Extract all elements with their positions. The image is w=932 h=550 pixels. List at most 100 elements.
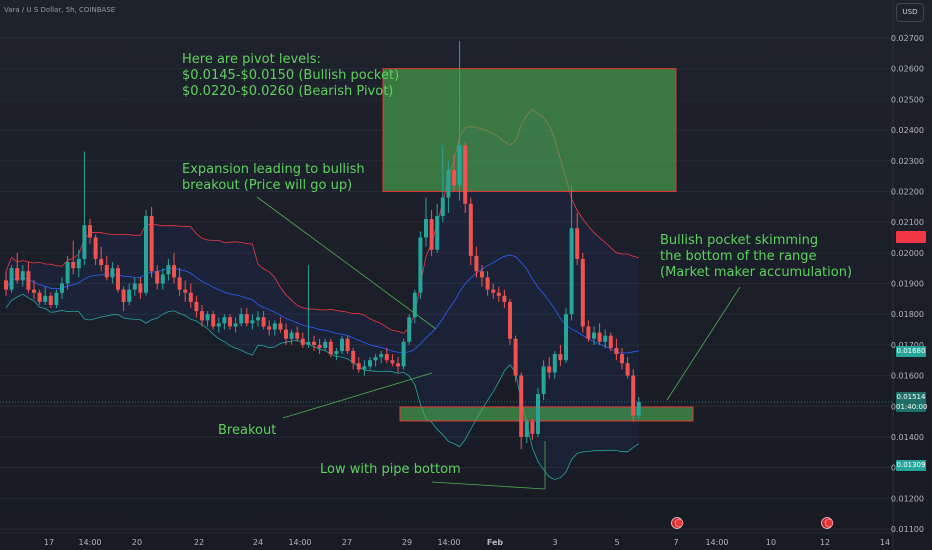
price-tick-label: 0.02100 — [891, 218, 924, 227]
candle-body — [614, 347, 619, 355]
candle-body — [496, 292, 501, 296]
candle-body — [211, 314, 216, 327]
time-tick-label: 12 — [820, 538, 830, 547]
price-tick-label: 0.01100 — [891, 525, 924, 534]
candle-body — [127, 289, 132, 302]
candle-body — [317, 344, 322, 348]
time-tick-label: 27 — [342, 538, 352, 547]
candle-body — [480, 271, 484, 278]
candle-body — [340, 338, 344, 352]
price-tick-label: 0.02500 — [891, 95, 924, 104]
candle-body — [99, 258, 104, 266]
candle-body — [138, 283, 143, 293]
time-tick-label: 20 — [132, 538, 142, 547]
time-tick-label: 17 — [44, 538, 54, 547]
candle-body — [569, 228, 574, 315]
candle-body — [15, 268, 20, 281]
candle-body — [4, 280, 8, 290]
price-tick-label: 0.01700 — [891, 341, 924, 350]
candle-body — [88, 225, 92, 238]
price-tick-label: 0.02300 — [891, 157, 924, 166]
time-tick-label: 14:00 — [78, 538, 101, 547]
candle-body — [508, 301, 512, 339]
candle-body — [440, 197, 445, 216]
candle-body — [166, 265, 171, 275]
candle-body — [272, 323, 277, 330]
candle-body — [519, 375, 524, 437]
candle-body — [76, 258, 81, 269]
candle-body — [244, 314, 249, 324]
candle-body — [580, 258, 585, 327]
candle-body — [446, 169, 451, 198]
candle-body — [306, 341, 311, 345]
candle-body — [20, 271, 25, 281]
candle-body — [93, 237, 98, 259]
candle-body — [620, 354, 624, 364]
symbol-title: Vara / U S Dollar, 5h, COINBASE — [4, 6, 116, 14]
candle-body — [491, 289, 496, 293]
annotation-breakout: Breakout — [218, 423, 277, 438]
candle-body — [261, 317, 266, 327]
event-marker-icon — [674, 518, 684, 528]
candle-body — [435, 215, 440, 250]
candle-body — [379, 354, 384, 358]
candle-body — [603, 335, 608, 342]
candle-body — [160, 274, 165, 284]
price-tick-label: 0.02700 — [891, 34, 924, 43]
candle-body — [228, 317, 232, 327]
candle-body — [407, 317, 412, 342]
candle-body — [82, 225, 87, 259]
candle-body — [110, 268, 115, 278]
candle-body — [121, 289, 126, 302]
candle-body — [256, 317, 260, 321]
candle-body — [513, 338, 518, 376]
time-tick-label: 14:00 — [705, 538, 728, 547]
candle-body — [625, 363, 630, 376]
time-tick-label: 5 — [614, 538, 619, 547]
candle-body — [351, 351, 356, 364]
candle-body — [474, 255, 479, 272]
candle-body — [334, 351, 339, 355]
candle-body — [368, 360, 372, 367]
candle-body — [463, 145, 468, 204]
candle-body — [37, 292, 42, 302]
pocket-pointer — [666, 286, 741, 401]
time-axis[interactable]: 17 14:00 20 22 24 14:00 27 29 14:00 Feb 3 5 7 14:00 10… — [0, 532, 893, 547]
price-tick-label: 0.01200 — [891, 494, 924, 503]
candle-body — [345, 338, 350, 352]
time-tick-label: 14:00 — [437, 538, 460, 547]
candle-body — [54, 292, 59, 305]
candle-body — [149, 215, 154, 272]
price-tag-red — [896, 231, 926, 243]
candle-body — [267, 326, 272, 330]
candle-body — [239, 314, 244, 324]
event-markers[interactable] — [671, 517, 834, 529]
candle-body — [144, 215, 148, 293]
candle-body — [323, 341, 328, 348]
candle-body — [312, 341, 316, 345]
candle-body — [401, 341, 406, 367]
candle-body — [194, 301, 199, 312]
price-tick-label: 0.01400 — [891, 433, 924, 442]
candle-body — [328, 341, 333, 355]
annotation-lines — [256, 196, 741, 490]
bar-countdown: 01:40:00 — [896, 403, 928, 411]
candle-body — [356, 363, 361, 370]
currency-button[interactable]: USD — [896, 3, 924, 22]
candle-body — [452, 169, 456, 186]
candle-body — [608, 335, 613, 348]
candle-body — [575, 228, 580, 259]
candle-body — [65, 262, 70, 284]
candles — [4, 41, 641, 450]
candle-body — [284, 329, 288, 339]
annotation-low: Low with pipe bottom — [320, 462, 461, 477]
candle-body — [71, 262, 76, 269]
price-tick-label: 0.02000 — [891, 249, 924, 258]
lower-band-line — [5, 293, 640, 480]
last-price-tag: 0.01514 01:40:00 — [896, 392, 928, 412]
candle-body — [524, 421, 529, 437]
candle-body — [60, 283, 64, 293]
price-tick-label: 0.01900 — [891, 280, 924, 289]
